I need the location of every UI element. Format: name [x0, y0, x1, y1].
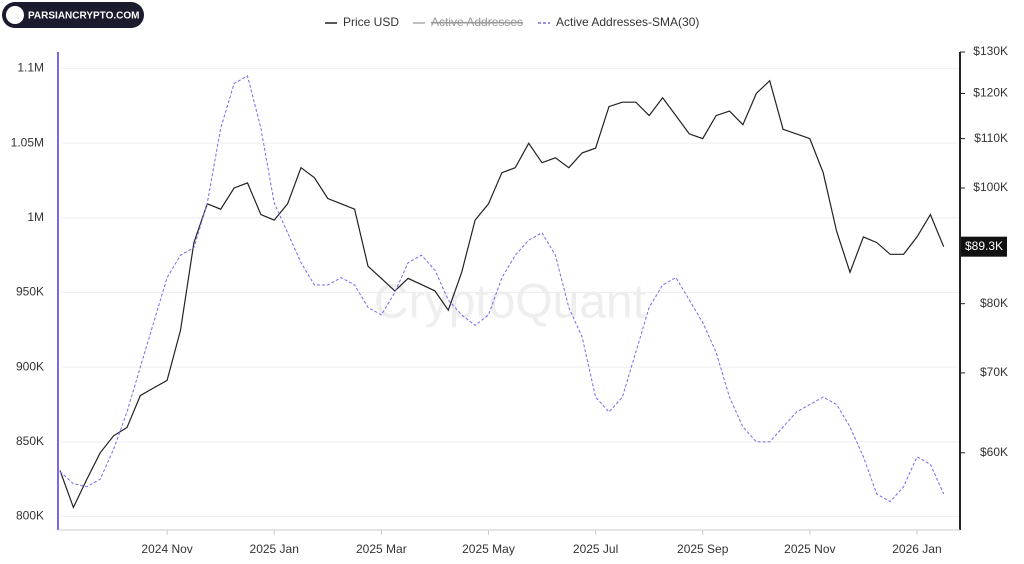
brand-icon [6, 6, 24, 24]
y2-tick-label: $110K [974, 131, 1008, 145]
x-tick-label: 2025 Jan [250, 542, 299, 556]
value-label: $89.3K [965, 239, 1003, 253]
legend-label[interactable]: Active Addresses [431, 15, 523, 29]
y-tick-label: 850K [16, 434, 44, 448]
legend-label[interactable]: Price USD [343, 15, 399, 29]
x-tick-label: 2025 Nov [784, 542, 835, 556]
y-tick-label: 1M [27, 210, 44, 224]
x-tick-label: 2025 Jul [573, 542, 618, 556]
value-badge [961, 236, 1007, 257]
y2-tick-label: $60K [980, 445, 1008, 459]
y2-tick-label: $70K [980, 365, 1008, 379]
brand: PARSIANCRYPTO.COM [28, 11, 140, 22]
legend-label[interactable]: Active Addresses-SMA(30) [556, 15, 699, 29]
series-line [59, 75, 945, 503]
y2-tick-label: $100K [973, 180, 1008, 194]
x-tick-label: 2025 Mar [356, 542, 407, 556]
x-tick-label: 2024 Nov [141, 542, 192, 556]
x-tick-label: 2025 Sep [677, 542, 729, 556]
x-tick-label: 2026 Jan [892, 542, 941, 556]
y-tick-label: 800K [16, 509, 44, 523]
y-tick-label: 900K [16, 359, 44, 373]
brand-badge [2, 2, 144, 28]
y-tick-label: 1.05M [11, 135, 44, 149]
y2-tick-label: $80K [980, 296, 1008, 310]
y2-tick-label: $120K [973, 86, 1008, 100]
y2-tick-label: $130K [973, 44, 1008, 58]
y-tick-label: 1.1M [17, 61, 44, 75]
y-tick-label: 950K [16, 285, 44, 299]
x-tick-label: 2025 May [462, 542, 515, 556]
watermark: CryptoQuant [374, 276, 646, 329]
